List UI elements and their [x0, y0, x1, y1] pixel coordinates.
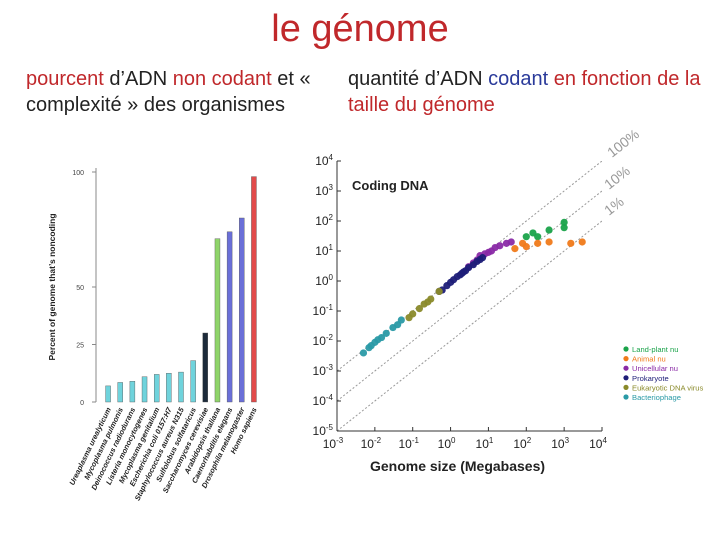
legend-marker: [623, 384, 629, 390]
bar: [202, 332, 209, 403]
scatter-point: [365, 344, 373, 352]
left-caption-part3: non codant: [172, 68, 272, 90]
legend-label: Animal nu: [632, 355, 666, 364]
bar-y-tick-label: 100: [72, 170, 84, 177]
scatter-point: [374, 336, 382, 344]
scatter-x-tick-label: 101: [476, 436, 494, 451]
scatter-x-tick-label: 10-3: [323, 436, 344, 451]
scatter-x-tick-label: 102: [513, 436, 531, 451]
scatter-point: [405, 314, 413, 322]
bar-y-axis-label: Percent of genome that’s noncoding: [47, 213, 57, 360]
scatter-y-tick-label: 104: [315, 153, 333, 168]
bar: [105, 385, 111, 403]
scatter-point: [415, 305, 423, 313]
legend-marker: [623, 356, 629, 362]
scatter-point: [459, 268, 468, 276]
scatter-point: [519, 239, 527, 247]
bar: [226, 231, 233, 403]
scatter-point: [578, 238, 586, 246]
right-caption-part3: en fonction de la taille du génome: [348, 68, 701, 116]
scatter-x-tick-label: 10-1: [398, 436, 419, 451]
legend-label: Unicellular nu: [632, 364, 678, 373]
scatter-y-tick-label: 103: [315, 183, 333, 198]
scatter-y-tick-label: 101: [315, 243, 333, 258]
legend-label: Prokaryote: [632, 374, 669, 383]
reference-line-label: 100%: [604, 126, 642, 161]
scatter-y-tick-label: 10-2: [313, 333, 334, 348]
bar: [214, 238, 221, 403]
legend-marker: [623, 394, 629, 400]
scatter-title: Coding DNA: [352, 178, 429, 193]
right-caption-part2: codant: [488, 68, 549, 90]
scatter-point: [529, 229, 537, 237]
scatter-x-tick-label: 103: [551, 436, 569, 451]
right-caption-part1: quantité d’ADN: [348, 68, 489, 90]
right-caption: quantité d’ADN codant en fonction de la …: [348, 66, 708, 118]
left-caption: pourcent d’ADN non codant et « complexit…: [26, 66, 326, 118]
legend-label: Eukaryotic DNA virus: [632, 383, 704, 392]
scatter-x-tick-label: 104: [589, 436, 607, 451]
legend-marker: [623, 346, 629, 352]
scatter-points: [359, 218, 586, 357]
reference-lines: [337, 161, 602, 431]
legend-label: Bacteriophage: [632, 393, 681, 402]
scatter-x-tick-label: 100: [438, 436, 456, 451]
scatter-point: [545, 226, 553, 234]
bar: [251, 176, 257, 403]
reference-line-label: 10%: [601, 162, 633, 192]
reference-line: [337, 220, 602, 431]
scatter-y-tick-label: 10-1: [313, 303, 334, 318]
scatter-y-tick-label: 100: [315, 273, 333, 288]
scatter-point: [424, 298, 432, 306]
scatter-point: [560, 224, 568, 232]
scatter-point: [545, 238, 553, 246]
scatter-point: [478, 254, 487, 262]
scatter-x-axis-label: Genome size (Megabases): [370, 458, 545, 474]
legend-marker: [623, 375, 629, 381]
scatter-point: [522, 233, 530, 241]
scatter-point: [382, 329, 390, 337]
bar: [166, 373, 172, 403]
slide-title: le génome: [271, 8, 449, 50]
scatter-point: [496, 242, 504, 250]
bar: [190, 360, 196, 403]
bar: [129, 381, 136, 403]
legend-marker: [623, 365, 629, 371]
bar: [153, 374, 160, 403]
scatter-y-tick-label: 10-5: [313, 423, 334, 438]
reference-line-label: 1%: [601, 193, 627, 218]
scatter-point: [397, 316, 405, 324]
scatter-y-tick-label: 102: [315, 213, 333, 228]
left-caption-part1: pourcent: [26, 68, 104, 90]
scatter-point: [511, 245, 519, 253]
bar: [141, 376, 148, 403]
bar-y-tick-label: 50: [76, 285, 84, 292]
bar-y-tick-label: 25: [76, 343, 84, 350]
scatter-point: [534, 239, 542, 247]
scatter-point: [435, 287, 443, 296]
bar-y-tick-label: 0: [80, 400, 84, 407]
scatter-point: [507, 238, 515, 246]
bar: [178, 371, 184, 403]
legend-label: Land-plant nu: [632, 345, 678, 354]
left-caption-part2: d’ADN: [103, 68, 173, 90]
scatter-y-tick-label: 10-4: [313, 393, 334, 408]
scatter-point: [567, 239, 575, 247]
left-caption-part4: et « complexité » des organismes: [26, 68, 311, 116]
bar: [239, 217, 245, 403]
reference-line: [337, 190, 602, 402]
scatter-point: [560, 218, 568, 226]
scatter-y-tick-label: 10-3: [313, 363, 334, 378]
scatter-x-tick-label: 10-2: [361, 436, 382, 451]
bar: [117, 382, 123, 403]
scatter-point: [359, 349, 368, 357]
